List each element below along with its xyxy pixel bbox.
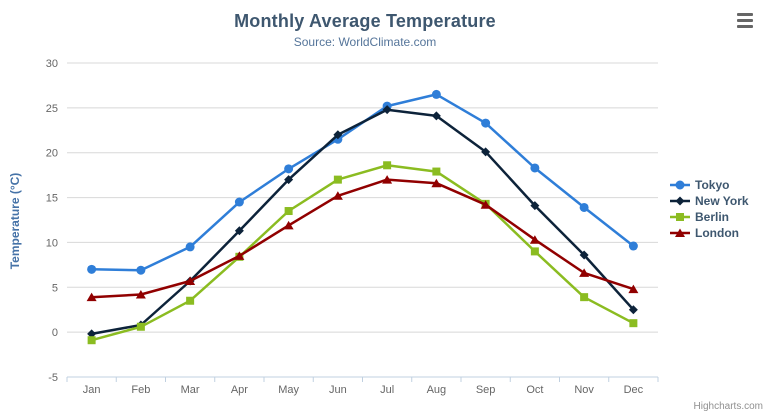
data-point-circle[interactable] [431, 89, 441, 99]
y-axis-label: 15 [46, 193, 58, 205]
data-point-triangle[interactable] [579, 268, 590, 277]
data-point-circle[interactable] [628, 241, 638, 251]
data-point-square[interactable] [383, 161, 392, 170]
data-point-triangle[interactable] [185, 276, 196, 286]
series-london[interactable] [86, 175, 639, 302]
legend-item-london[interactable]: London [670, 225, 749, 241]
data-point-square[interactable] [87, 336, 96, 345]
y-axis-label: 0 [52, 327, 58, 339]
hamburger-bar [737, 13, 753, 16]
chart-subtitle: Source: WorldClimate.com [293, 35, 437, 49]
data-point-triangle[interactable] [332, 191, 343, 200]
data-point-triangle[interactable] [86, 292, 97, 302]
legend-label: New York [695, 194, 749, 208]
x-axis-label: Sep [476, 384, 496, 396]
x-axis-label: Nov [574, 384, 594, 396]
data-point-triangle[interactable] [234, 251, 245, 260]
x-axis-label: Apr [231, 384, 248, 396]
data-point-diamond[interactable] [382, 105, 392, 115]
data-point-diamond[interactable] [675, 196, 685, 206]
data-point-square[interactable] [186, 296, 195, 305]
square-legend-marker-icon [670, 213, 690, 221]
data-point-square[interactable] [629, 319, 638, 328]
chart-title: Monthly Average Temperature [234, 11, 496, 31]
data-point-triangle[interactable] [283, 220, 294, 230]
y-axis-title: Temperature (°C) [8, 172, 22, 270]
data-point-square[interactable] [284, 207, 293, 216]
series-line[interactable] [90, 93, 635, 272]
data-point-diamond[interactable] [234, 226, 244, 236]
x-axis-label: Dec [624, 384, 644, 396]
data-point-triangle[interactable] [431, 178, 442, 188]
data-point-square[interactable] [530, 247, 539, 256]
legend-label: London [695, 226, 739, 240]
data-point-triangle[interactable] [675, 228, 685, 238]
diamond-legend-marker-icon [670, 196, 690, 206]
data-point-diamond[interactable] [579, 250, 589, 260]
y-axis-label: -5 [48, 372, 58, 384]
highcharts-credits-link[interactable]: Highcharts.com [693, 401, 763, 412]
data-point-diamond[interactable] [87, 329, 97, 339]
y-axis-label: 5 [52, 282, 58, 294]
data-point-circle[interactable] [530, 163, 540, 173]
data-point-triangle[interactable] [529, 235, 540, 244]
legend-item-new-york[interactable]: New York [670, 193, 749, 209]
data-point-triangle[interactable] [135, 289, 146, 299]
data-point-diamond[interactable] [431, 111, 441, 121]
y-axis-label: 30 [46, 58, 58, 70]
x-axis-label: Feb [131, 384, 150, 396]
x-axis-label: May [278, 384, 299, 396]
series-line[interactable] [90, 178, 635, 299]
series-line[interactable] [90, 108, 635, 336]
data-point-diamond[interactable] [628, 305, 638, 315]
legend-item-tokyo[interactable]: Tokyo [670, 177, 749, 193]
data-point-circle[interactable] [185, 242, 195, 252]
data-point-circle[interactable] [579, 202, 589, 212]
series-new-york[interactable] [87, 105, 638, 339]
data-point-circle[interactable] [87, 264, 97, 274]
x-axis-label: Mar [181, 384, 200, 396]
series-line[interactable] [90, 164, 635, 342]
data-point-triangle[interactable] [480, 200, 491, 209]
data-point-circle[interactable] [284, 164, 294, 174]
legend: Tokyo New York Berlin London [670, 177, 749, 241]
data-point-diamond[interactable] [481, 147, 491, 157]
y-axis-label: 20 [46, 148, 58, 160]
data-point-square[interactable] [432, 167, 441, 176]
y-axis-label: 25 [46, 103, 58, 115]
legend-item-berlin[interactable]: Berlin [670, 209, 749, 225]
data-point-square[interactable] [136, 322, 145, 331]
data-point-circle[interactable] [675, 180, 685, 190]
data-point-square[interactable] [333, 175, 342, 184]
x-axis-label: Jul [380, 384, 394, 396]
data-point-square[interactable] [676, 213, 684, 221]
data-point-circle[interactable] [136, 265, 146, 275]
data-point-diamond[interactable] [284, 175, 294, 185]
hamburger-menu-icon[interactable] [737, 13, 753, 28]
data-point-triangle[interactable] [382, 175, 393, 184]
hamburger-bar [737, 25, 753, 28]
x-axis-label: Oct [526, 384, 543, 396]
data-point-circle[interactable] [481, 118, 491, 128]
triangle-legend-marker-icon [670, 228, 690, 238]
data-point-triangle[interactable] [628, 284, 639, 294]
x-axis-label: Aug [427, 384, 447, 396]
circle-legend-marker-icon [670, 180, 690, 190]
data-point-square[interactable] [580, 293, 589, 302]
y-axis-label: 10 [46, 237, 58, 249]
x-axis-label: Jan [83, 384, 101, 396]
x-axis-label: Jun [329, 384, 347, 396]
legend-label: Berlin [695, 210, 730, 224]
legend-label: Tokyo [695, 178, 730, 192]
data-point-circle[interactable] [234, 197, 244, 207]
data-point-diamond[interactable] [530, 201, 540, 211]
series-tokyo[interactable] [87, 89, 638, 275]
hamburger-bar [737, 19, 753, 22]
data-point-diamond[interactable] [333, 130, 343, 140]
